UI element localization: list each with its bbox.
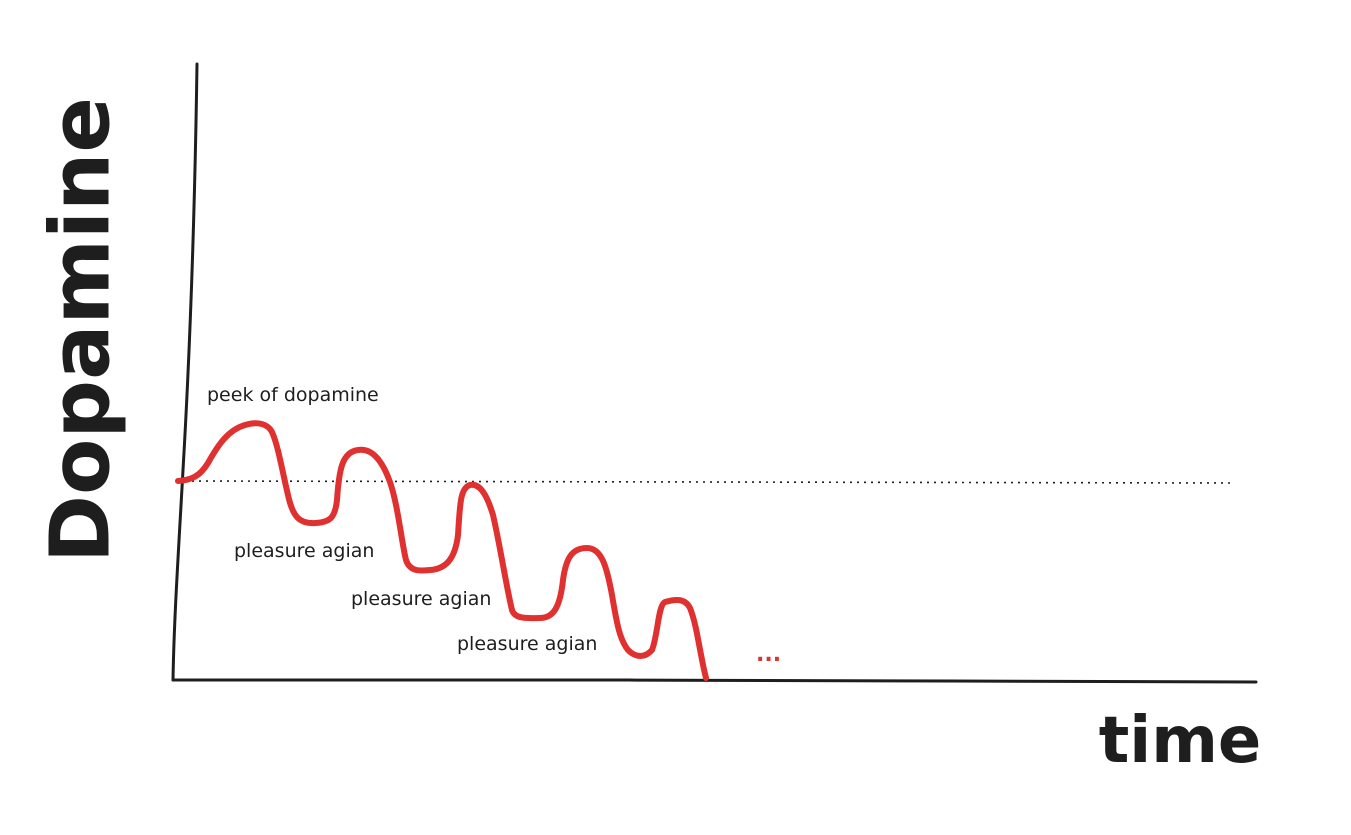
dip-annotation-3: pleasure agian <box>457 633 597 655</box>
peak-annotation: peek of dopamine <box>207 384 379 406</box>
x-axis <box>171 677 1258 684</box>
dip-annotation-1: pleasure agian <box>234 540 374 562</box>
baseline-dotted-line <box>177 480 1231 484</box>
dopamine-curve <box>175 420 709 681</box>
y-axis-label: Dopamine <box>33 97 128 563</box>
dip-annotation-2: pleasure agian <box>351 588 491 610</box>
x-axis-label: time <box>1099 704 1262 778</box>
continuation-ellipsis: ... <box>756 642 781 667</box>
y-axis <box>171 62 199 682</box>
